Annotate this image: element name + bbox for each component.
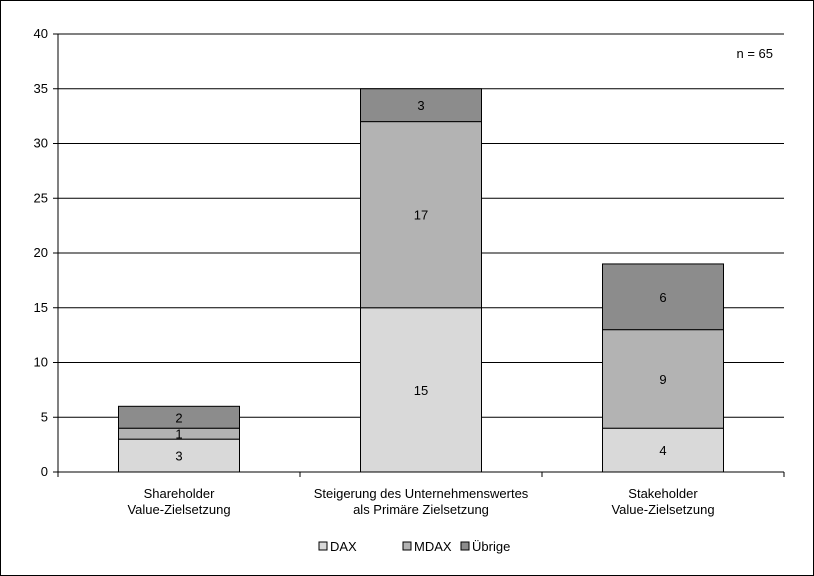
x-category-label: Steigerung des Unternehmenswertes als Pri… bbox=[314, 486, 529, 517]
bar-segment-übrige bbox=[602, 263, 724, 331]
data-label: 4 bbox=[659, 443, 666, 458]
y-tick-label: 30 bbox=[34, 136, 48, 151]
data-label: 3 bbox=[175, 449, 182, 464]
data-label: 17 bbox=[414, 208, 428, 223]
bar-segment-übrige bbox=[118, 405, 240, 429]
data-label: 2 bbox=[175, 410, 182, 425]
bar-segment-mdax bbox=[602, 329, 724, 429]
bar-segment-dax bbox=[360, 307, 482, 473]
y-tick-label: 20 bbox=[34, 245, 48, 260]
y-axis-ticks: 0 5 10 15 20 25 30 35 40 bbox=[34, 26, 58, 479]
data-label: 6 bbox=[659, 290, 666, 305]
y-tick-label: 40 bbox=[34, 26, 48, 41]
legend-swatch-mdax bbox=[402, 541, 412, 551]
bars bbox=[118, 88, 724, 473]
y-tick-label: 5 bbox=[41, 409, 48, 424]
legend-label-übrige: Übrige bbox=[472, 539, 510, 554]
bar-segment-dax bbox=[602, 427, 724, 473]
x-category-label: Shareholder Value-Zielsetzung bbox=[127, 486, 230, 517]
bar-segment-übrige bbox=[360, 88, 482, 123]
bar-segment-dax bbox=[118, 438, 240, 473]
y-tick-label: 35 bbox=[34, 81, 48, 96]
y-tick-label: 15 bbox=[34, 300, 48, 315]
bar-segment-mdax bbox=[360, 121, 482, 309]
data-label: 15 bbox=[414, 383, 428, 398]
legend-label-mdax: MDAX bbox=[414, 539, 452, 554]
legend-label-dax: DAX bbox=[330, 539, 357, 554]
y-tick-label: 10 bbox=[34, 355, 48, 370]
data-label: 9 bbox=[659, 372, 666, 387]
x-axis-labels: Shareholder Value-Zielsetzung Steigerung d… bbox=[127, 486, 714, 517]
legend-swatch-übrige bbox=[460, 541, 470, 551]
data-label: 3 bbox=[417, 98, 424, 113]
data-label: 1 bbox=[175, 427, 182, 442]
legend: DAX MDAX Übrige bbox=[318, 539, 510, 554]
data-labels: 3 1 2 15 17 3 4 9 6 bbox=[175, 98, 666, 463]
x-category-label: Stakeholder Value-Zielsetzung bbox=[611, 486, 714, 517]
y-tick-label: 0 bbox=[41, 464, 48, 479]
y-tick-label: 25 bbox=[34, 190, 48, 205]
legend-swatch-dax bbox=[318, 541, 328, 551]
sample-size-annotation: n = 65 bbox=[736, 46, 773, 61]
